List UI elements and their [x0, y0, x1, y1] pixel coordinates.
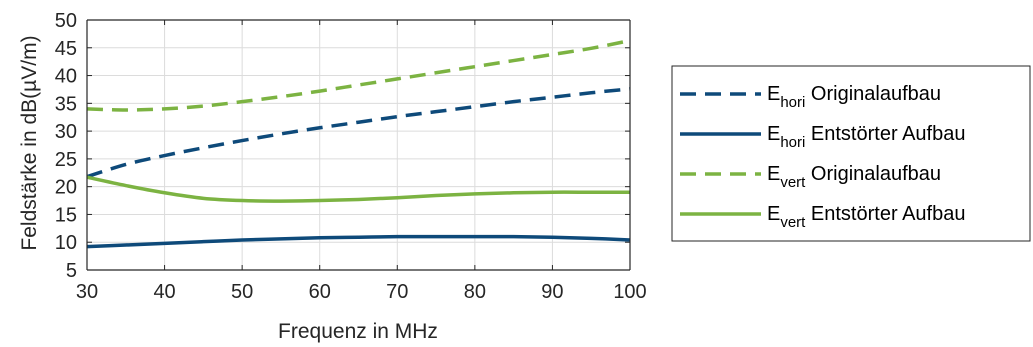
- legend-entry: Evert Originalaufbau: [767, 163, 941, 191]
- y-tick-label: 40: [55, 66, 77, 88]
- x-tick-label: 50: [231, 281, 253, 303]
- x-tick-label: 100: [613, 281, 646, 303]
- x-tick-label: 80: [464, 281, 486, 303]
- series-line-2: [86, 234, 631, 249]
- y-tick-label: 45: [55, 38, 77, 60]
- legend: Ehori Originalaufbau Ehori Entstörter Auf…: [671, 65, 1031, 242]
- y-tick-label: 10: [55, 232, 77, 254]
- x-tick-label: 90: [541, 281, 563, 303]
- series-lines: [86, 38, 631, 249]
- y-tick-label: 5: [66, 260, 77, 282]
- x-tick-label: 60: [309, 281, 331, 303]
- x-axis-label: Frequenz in MHz: [278, 320, 438, 343]
- legend-entry: Evert Entstörter Aufbau: [767, 203, 965, 231]
- y-tick-label: 50: [55, 10, 77, 32]
- y-tick-label: 15: [55, 204, 77, 226]
- legend-entry: Ehori Originalaufbau: [767, 83, 941, 111]
- y-tick-label: 25: [55, 149, 77, 171]
- x-tick-label: 30: [76, 281, 98, 303]
- series-line-1: [86, 87, 631, 179]
- series-line-3: [86, 38, 631, 112]
- grid: [86, 19, 631, 271]
- y-tick-label: 35: [55, 93, 77, 115]
- x-tick-label: 40: [153, 281, 175, 303]
- y-axis-label: Feldstärke in dB(µV/m): [18, 35, 41, 250]
- series-line-4: [86, 175, 630, 203]
- y-tick-label: 20: [55, 177, 77, 199]
- axes: [86, 19, 631, 271]
- legend-entry: Ehori Entstörter Aufbau: [767, 123, 965, 151]
- y-tick-label: 30: [55, 121, 77, 143]
- x-tick-label: 70: [386, 281, 408, 303]
- tick-labels: 30 40 50 60 70 80 90 100 5 10 15 20 25 30 35 40 45 50: [55, 10, 647, 303]
